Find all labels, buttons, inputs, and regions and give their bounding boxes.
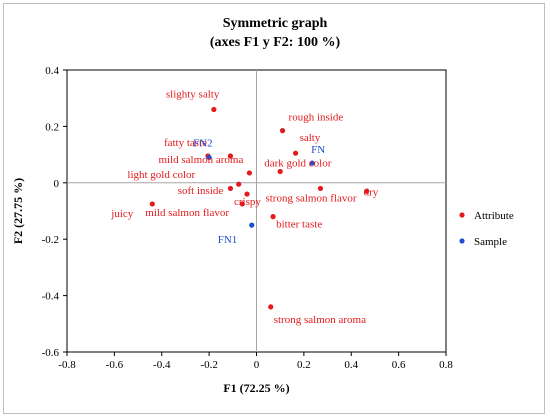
data-label: FN2 bbox=[193, 137, 213, 149]
y-tick-label: -0.2 bbox=[42, 234, 59, 246]
data-label: strong salmon aroma bbox=[274, 314, 366, 326]
x-tick-label: -0.4 bbox=[153, 359, 171, 371]
x-axis-label: F1 (72.25 %) bbox=[223, 381, 289, 395]
y-tick-label: 0 bbox=[54, 178, 60, 190]
data-point bbox=[244, 191, 250, 197]
data-label: bitter taste bbox=[276, 219, 322, 231]
y-tick-label: 0.2 bbox=[45, 121, 59, 133]
x-tick-label: 0 bbox=[254, 359, 260, 371]
x-tick-label: -0.2 bbox=[200, 359, 217, 371]
data-point bbox=[236, 181, 242, 187]
chart-subtitle: (axes F1 y F2: 100 %) bbox=[209, 35, 341, 50]
data-label: rough inside bbox=[289, 112, 344, 124]
data-point bbox=[292, 150, 299, 156]
data-label: mild salmon aroma bbox=[158, 154, 243, 166]
legend-label: Sample bbox=[474, 236, 507, 248]
data-point bbox=[227, 153, 234, 159]
chart-title: Symmetric graph bbox=[222, 16, 328, 31]
legend-label: Attribute bbox=[474, 210, 514, 222]
data-label: dark gold color bbox=[264, 158, 332, 170]
x-tick-label: 0.6 bbox=[392, 359, 406, 371]
legend-marker bbox=[459, 212, 465, 218]
data-point bbox=[249, 222, 255, 228]
y-axis-label: F2 (27.75 %) bbox=[11, 178, 25, 244]
x-tick-label: 0.2 bbox=[297, 359, 311, 371]
data-label: soft inside bbox=[178, 185, 224, 197]
data-point bbox=[270, 214, 276, 220]
data-point bbox=[268, 304, 274, 310]
data-label: light gold color bbox=[127, 169, 195, 181]
data-point bbox=[279, 128, 286, 134]
y-tick-label: -0.6 bbox=[42, 347, 60, 359]
data-label: fatty taste bbox=[164, 137, 207, 149]
data-label: FN1 bbox=[218, 234, 238, 246]
data-label: mild salmon flavor bbox=[145, 207, 229, 219]
data-point bbox=[149, 201, 155, 207]
x-tick-label: 0.4 bbox=[344, 359, 358, 371]
y-tick-label: 0.4 bbox=[45, 65, 59, 77]
chart-frame bbox=[3, 3, 545, 414]
x-tick-label: -0.6 bbox=[106, 359, 124, 371]
data-label: juicy bbox=[110, 208, 133, 220]
x-tick-label: 0.8 bbox=[439, 359, 453, 371]
data-label: slighty salty bbox=[166, 88, 220, 100]
data-label: crispy bbox=[234, 196, 261, 208]
legend-marker bbox=[459, 238, 465, 244]
data-point bbox=[277, 168, 283, 175]
y-tick-label: -0.4 bbox=[42, 291, 60, 303]
data-point bbox=[239, 201, 245, 207]
data-point bbox=[364, 188, 370, 194]
data-point bbox=[246, 170, 252, 176]
x-tick-label: -0.8 bbox=[58, 359, 76, 371]
data-label: FN bbox=[311, 144, 325, 156]
data-label: strong salmon flavor bbox=[265, 192, 356, 204]
data-point bbox=[227, 185, 234, 192]
data-point bbox=[206, 154, 212, 161]
data-point bbox=[211, 106, 217, 113]
data-point bbox=[309, 160, 315, 166]
data-point bbox=[317, 185, 324, 192]
data-label: dry bbox=[364, 186, 379, 198]
data-label: salty bbox=[300, 132, 321, 144]
